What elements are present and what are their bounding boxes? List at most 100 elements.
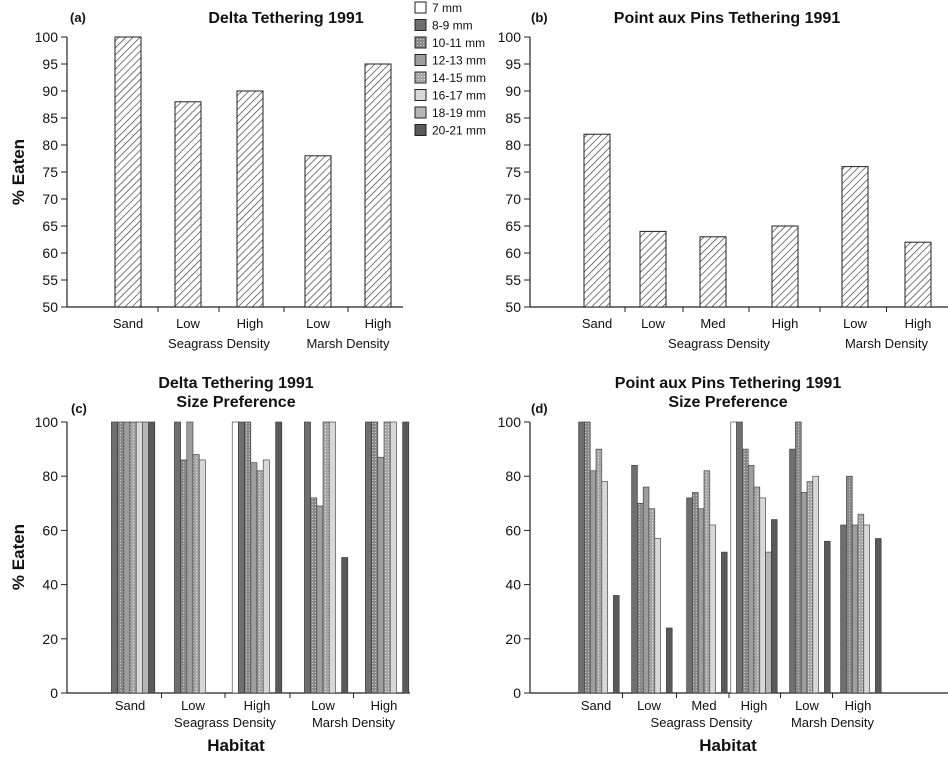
- legend-label: 7 mm: [432, 1, 462, 15]
- bar: [697, 508, 705, 694]
- legend-label: 12-13 mm: [432, 54, 486, 68]
- panel-a-ylabel: % Eaten: [9, 139, 28, 205]
- panel-b-category-label: Sand: [582, 316, 612, 331]
- panel-b-title: Point aux Pins Tethering 1991: [614, 10, 841, 27]
- bar: [198, 459, 206, 694]
- y-tick-label: 20: [505, 631, 521, 647]
- panel-d-xlabel: Habitat: [699, 736, 757, 755]
- panel-c-plot: 0 20 40 60 80 100: [35, 414, 410, 701]
- y-tick-label: 80: [42, 137, 58, 153]
- panel-c-category-label: High: [244, 698, 271, 713]
- panel-c-category-label: Sand: [115, 698, 145, 713]
- panel-b-label: (b): [531, 10, 548, 25]
- legend-label: 8-9 mm: [432, 19, 473, 33]
- panel-c-group-label: Marsh Density: [312, 715, 396, 730]
- bar: [863, 524, 870, 694]
- bar: [117, 421, 125, 694]
- y-tick-label: 60: [42, 245, 58, 261]
- panel-a-label: (a): [70, 10, 86, 25]
- bar: [654, 538, 661, 694]
- bar: [111, 421, 118, 694]
- bar: [824, 540, 831, 694]
- y-tick-label: 50: [505, 299, 521, 315]
- y-tick-label: 85: [505, 110, 521, 126]
- bar: [601, 481, 608, 694]
- bar: [322, 421, 330, 694]
- bar: [304, 155, 332, 308]
- legend-label: 10-11 mm: [432, 36, 485, 50]
- panel-d-category-label: High: [845, 698, 872, 713]
- bar: [771, 225, 799, 308]
- panel-d-group-label: Seagrass Density: [651, 715, 753, 730]
- bar: [341, 557, 349, 694]
- y-tick-label: 70: [505, 191, 521, 207]
- bar: [328, 421, 336, 694]
- panel-c-ylabel: % Eaten: [9, 524, 28, 590]
- panel-d-title: Point aux Pins Tethering 1991: [615, 375, 842, 392]
- panel-b-category-label: Med: [700, 316, 725, 331]
- bar: [595, 448, 603, 694]
- legend-label: 14-15 mm: [432, 71, 486, 85]
- bar: [231, 421, 239, 694]
- y-tick-label: 95: [505, 56, 521, 72]
- bar: [186, 421, 194, 694]
- bar: [174, 101, 202, 308]
- y-tick-label: 80: [42, 468, 58, 484]
- y-tick-label: 70: [42, 191, 58, 207]
- panel-a: (a) Delta Tethering 1991 % Eaten 50 55 60 6…: [9, 10, 403, 351]
- legend-swatch: [414, 1, 427, 14]
- panel-b-plot: 50 55 60 65 70 75 80 85 90 95 100: [498, 29, 948, 315]
- bar: [789, 448, 796, 694]
- bar: [589, 470, 597, 694]
- y-tick-label: 55: [42, 272, 58, 288]
- bar: [875, 538, 882, 694]
- y-tick-label: 75: [505, 164, 521, 180]
- bar: [806, 481, 814, 694]
- panel-c-group-label: Seagrass Density: [174, 715, 276, 730]
- panel-d-group-label: Marsh Density: [791, 715, 875, 730]
- panel-d-subtitle: Size Preference: [668, 394, 787, 411]
- bar: [192, 454, 200, 694]
- panel-d-category-label: Med: [691, 698, 716, 713]
- panel-c-subtitle: Size Preference: [176, 394, 295, 411]
- panel-d-category-label: High: [741, 698, 768, 713]
- bar: [180, 459, 188, 694]
- y-tick-label: 85: [42, 110, 58, 126]
- panel-a-category-label: Low: [306, 316, 330, 331]
- bar: [142, 421, 149, 694]
- bar: [584, 421, 591, 694]
- y-tick-label: 60: [42, 522, 58, 538]
- bar: [383, 421, 391, 694]
- bar: [613, 595, 620, 694]
- legend-label: 20-21 mm: [432, 124, 486, 138]
- y-tick-label: 100: [35, 414, 59, 430]
- panel-d-plot: 0 20 40 60 80 100: [498, 414, 948, 701]
- bar: [304, 421, 311, 694]
- bar: [812, 475, 819, 694]
- bar: [114, 36, 142, 308]
- bar: [703, 470, 711, 694]
- legend-swatch: [414, 106, 427, 119]
- bar: [174, 421, 181, 694]
- bar: [250, 462, 258, 694]
- panel-c-category-label: Low: [181, 698, 205, 713]
- bar: [692, 492, 699, 694]
- bar: [840, 524, 847, 694]
- bar: [686, 497, 693, 694]
- legend-label: 18-19 mm: [432, 106, 486, 120]
- y-tick-label: 90: [42, 83, 58, 99]
- bar: [365, 421, 372, 694]
- panel-d: Point aux Pins Tethering 1991 Size Prefe…: [498, 375, 948, 755]
- bar: [753, 486, 761, 694]
- bar: [851, 524, 859, 694]
- bar: [800, 492, 808, 694]
- panel-b-category-label: High: [772, 316, 799, 331]
- bar: [759, 497, 766, 694]
- legend-swatch: [414, 71, 427, 84]
- panel-a-category-label: High: [365, 316, 392, 331]
- bar: [402, 421, 410, 694]
- panel-d-category-label: Low: [637, 698, 661, 713]
- y-tick-label: 80: [505, 137, 521, 153]
- legend-swatch: [414, 124, 427, 136]
- panel-c-title: Delta Tethering 1991: [158, 375, 313, 392]
